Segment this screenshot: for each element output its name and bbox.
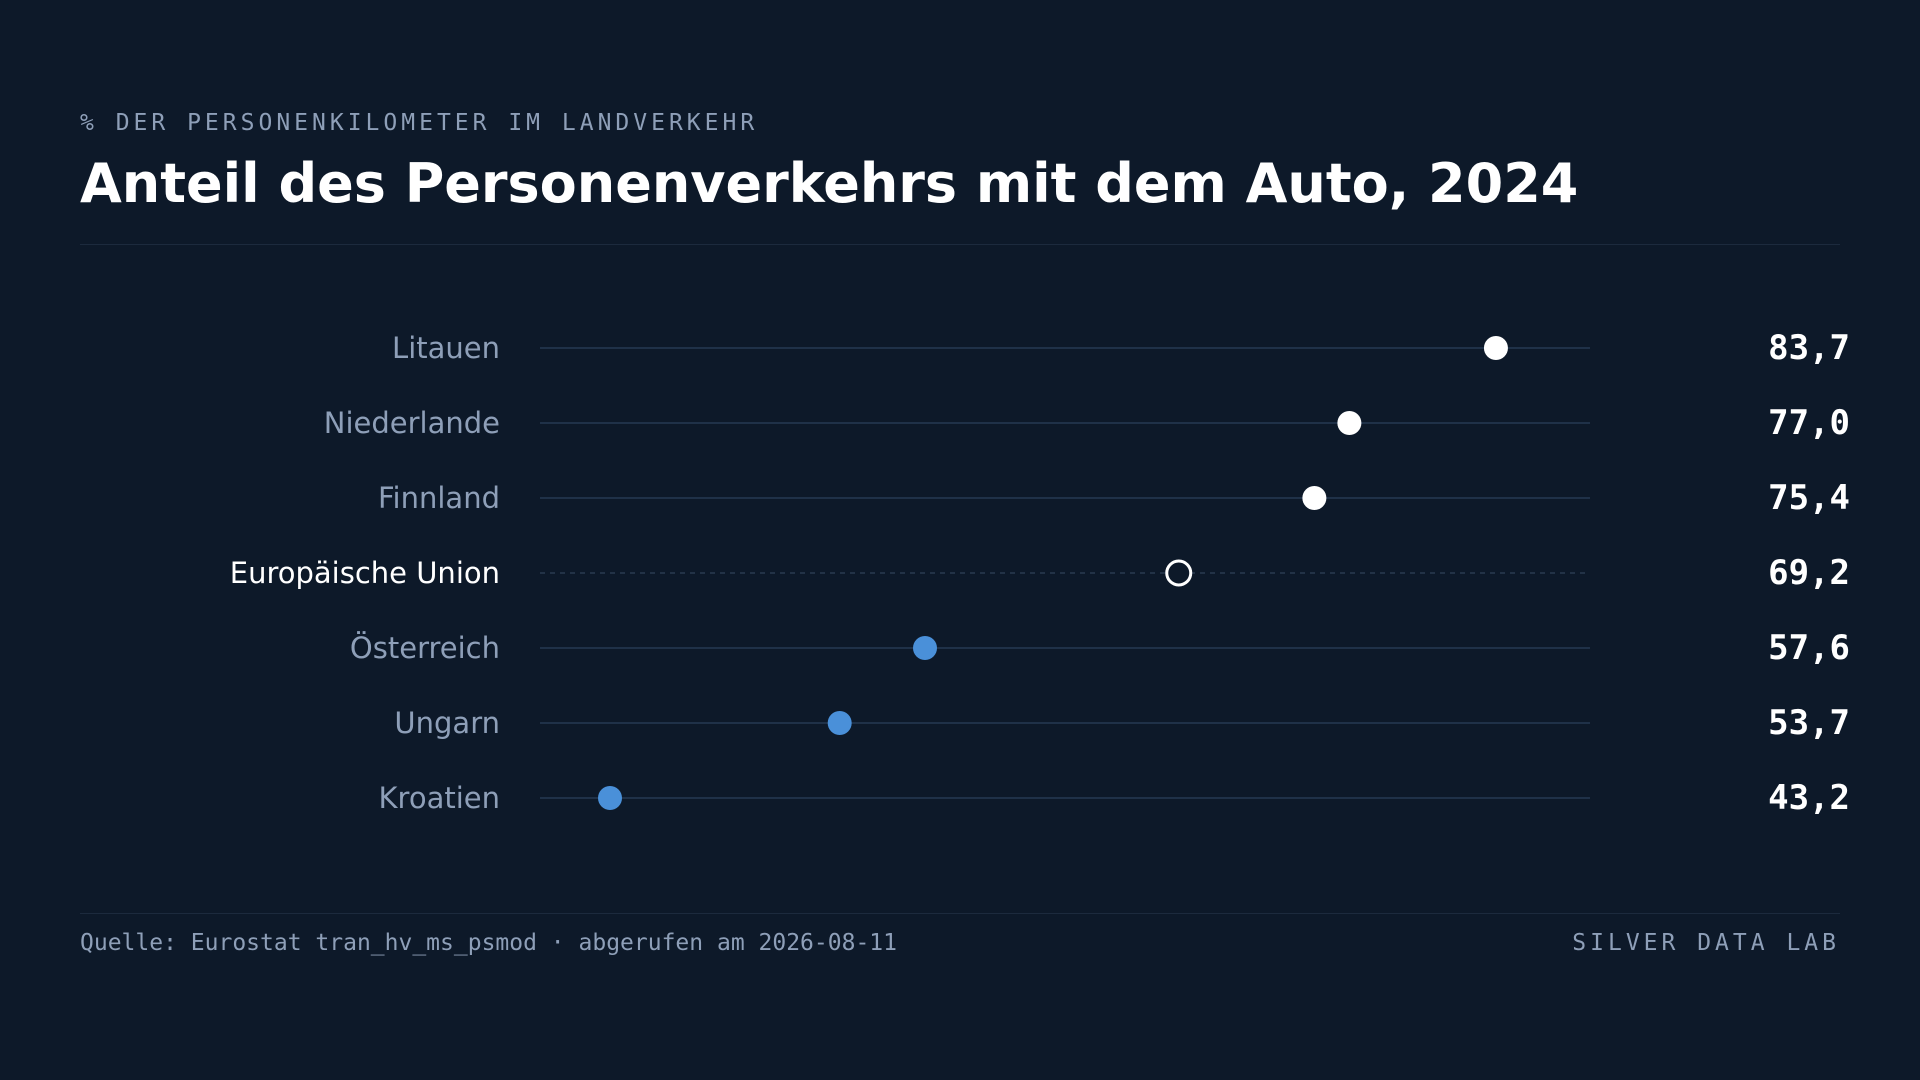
- category-label: Finnland: [378, 481, 500, 515]
- chart-kicker: % DER PERSONENKILOMETER IM LANDVERKEHR: [80, 110, 759, 136]
- chart-title: Anteil des Personenverkehrs mit dem Auto…: [80, 152, 1579, 215]
- value-label: 43,2: [1768, 778, 1850, 818]
- data-point-niederlande: [1337, 411, 1362, 435]
- data-point-litauen: [1483, 336, 1508, 360]
- brand-label: SILVER DATA LAB: [1572, 930, 1840, 956]
- data-point-europ-ische-union: [1165, 559, 1193, 587]
- data-point--sterreich: [913, 636, 937, 660]
- value-label: 77,0: [1768, 403, 1850, 443]
- value-label: 53,7: [1768, 703, 1850, 743]
- category-label: Niederlande: [324, 406, 500, 440]
- data-point-finnland: [1302, 486, 1327, 510]
- category-label: Kroatien: [379, 781, 500, 815]
- category-label: Österreich: [350, 631, 500, 665]
- value-label: 83,7: [1768, 328, 1850, 368]
- value-label: 57,6: [1768, 628, 1850, 668]
- category-label: Ungarn: [394, 706, 500, 740]
- data-point-ungarn: [827, 711, 852, 735]
- value-label: 69,2: [1768, 553, 1850, 593]
- header-divider: [80, 244, 1840, 245]
- category-label: Europäische Union: [230, 556, 500, 590]
- value-label: 75,4: [1768, 478, 1850, 518]
- category-label: Litauen: [392, 331, 500, 365]
- footer-divider: [80, 913, 1840, 914]
- source-note: Quelle: Eurostat tran_hv_ms_psmod · abge…: [80, 930, 897, 956]
- data-point-kroatien: [598, 786, 622, 810]
